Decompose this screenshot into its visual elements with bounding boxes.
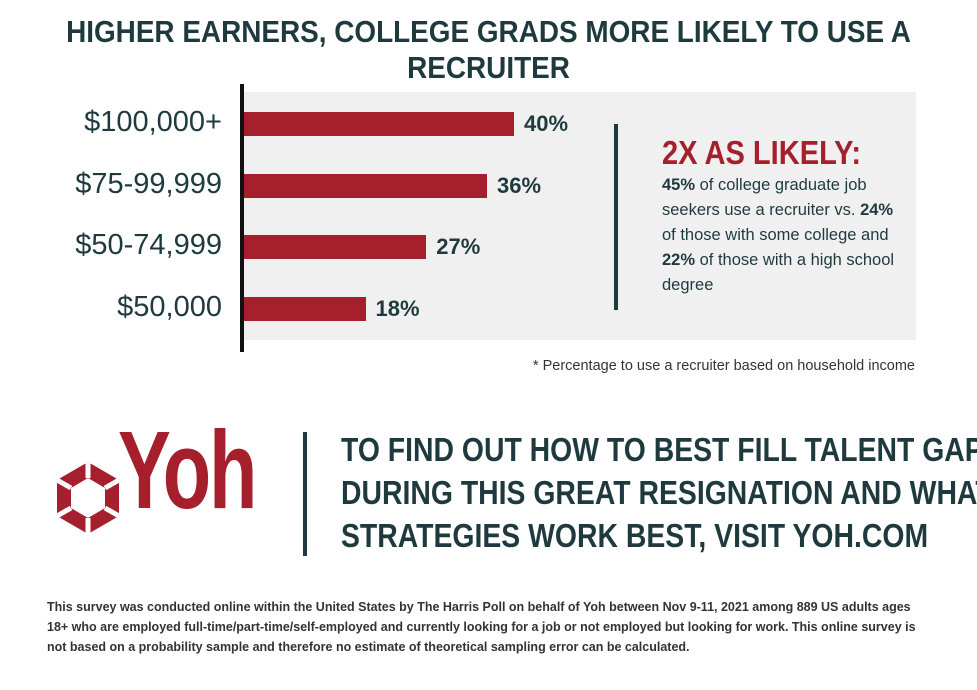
- call-to-action: TO FIND OUT HOW TO BEST FILL TALENT GAPS…: [341, 428, 977, 557]
- cta-line-3: STRATEGIES WORK BEST, VISIT YOH.COM: [341, 517, 929, 554]
- category-label: $50-74,999: [75, 229, 222, 261]
- cta-divider: [303, 432, 307, 556]
- callout-value-some-college: 24%: [860, 201, 894, 219]
- callout-value-high-school: 22%: [662, 251, 696, 269]
- data-label: 18%: [375, 295, 420, 321]
- callout-heading: 2X AS LIKELY:: [662, 134, 862, 171]
- callout-value-college: 45%: [662, 176, 696, 194]
- yoh-logo-wordmark: Yoh: [118, 409, 257, 532]
- cta-line-1: TO FIND OUT HOW TO BEST FILL TALENT GAPS: [341, 431, 977, 468]
- category-label: $100,000+: [84, 106, 222, 138]
- bar: [244, 173, 487, 198]
- callout-text: 45% of college graduate job seekers use …: [662, 173, 902, 298]
- callout-text-1: of college graduate job seekers use a re…: [662, 176, 867, 219]
- data-label: 40%: [524, 111, 569, 136]
- data-label: 36%: [497, 172, 542, 198]
- cta-line-2: DURING THIS GREAT RESIGNATION AND WHAT: [341, 474, 977, 511]
- chart-title: HIGHER EARNERS, COLLEGE GRADS MORE LIKEL…: [66, 14, 911, 85]
- callout-text-3: of those with a high school degree: [662, 251, 895, 294]
- category-label: $50,000: [117, 290, 222, 323]
- callout-text-2: of those with some college and: [662, 226, 889, 244]
- hexagon-logo-icon: [55, 462, 121, 534]
- y-axis-line: [240, 84, 244, 352]
- bar: [244, 296, 366, 321]
- footnote: * Percentage to use a recruiter based on…: [532, 358, 915, 374]
- bar: [244, 112, 514, 136]
- category-label: $75-99,999: [75, 167, 222, 200]
- data-label: 27%: [436, 234, 481, 259]
- bar: [244, 235, 427, 259]
- survey-disclaimer: This survey was conducted online within …: [47, 600, 916, 654]
- callout-divider: [614, 124, 618, 310]
